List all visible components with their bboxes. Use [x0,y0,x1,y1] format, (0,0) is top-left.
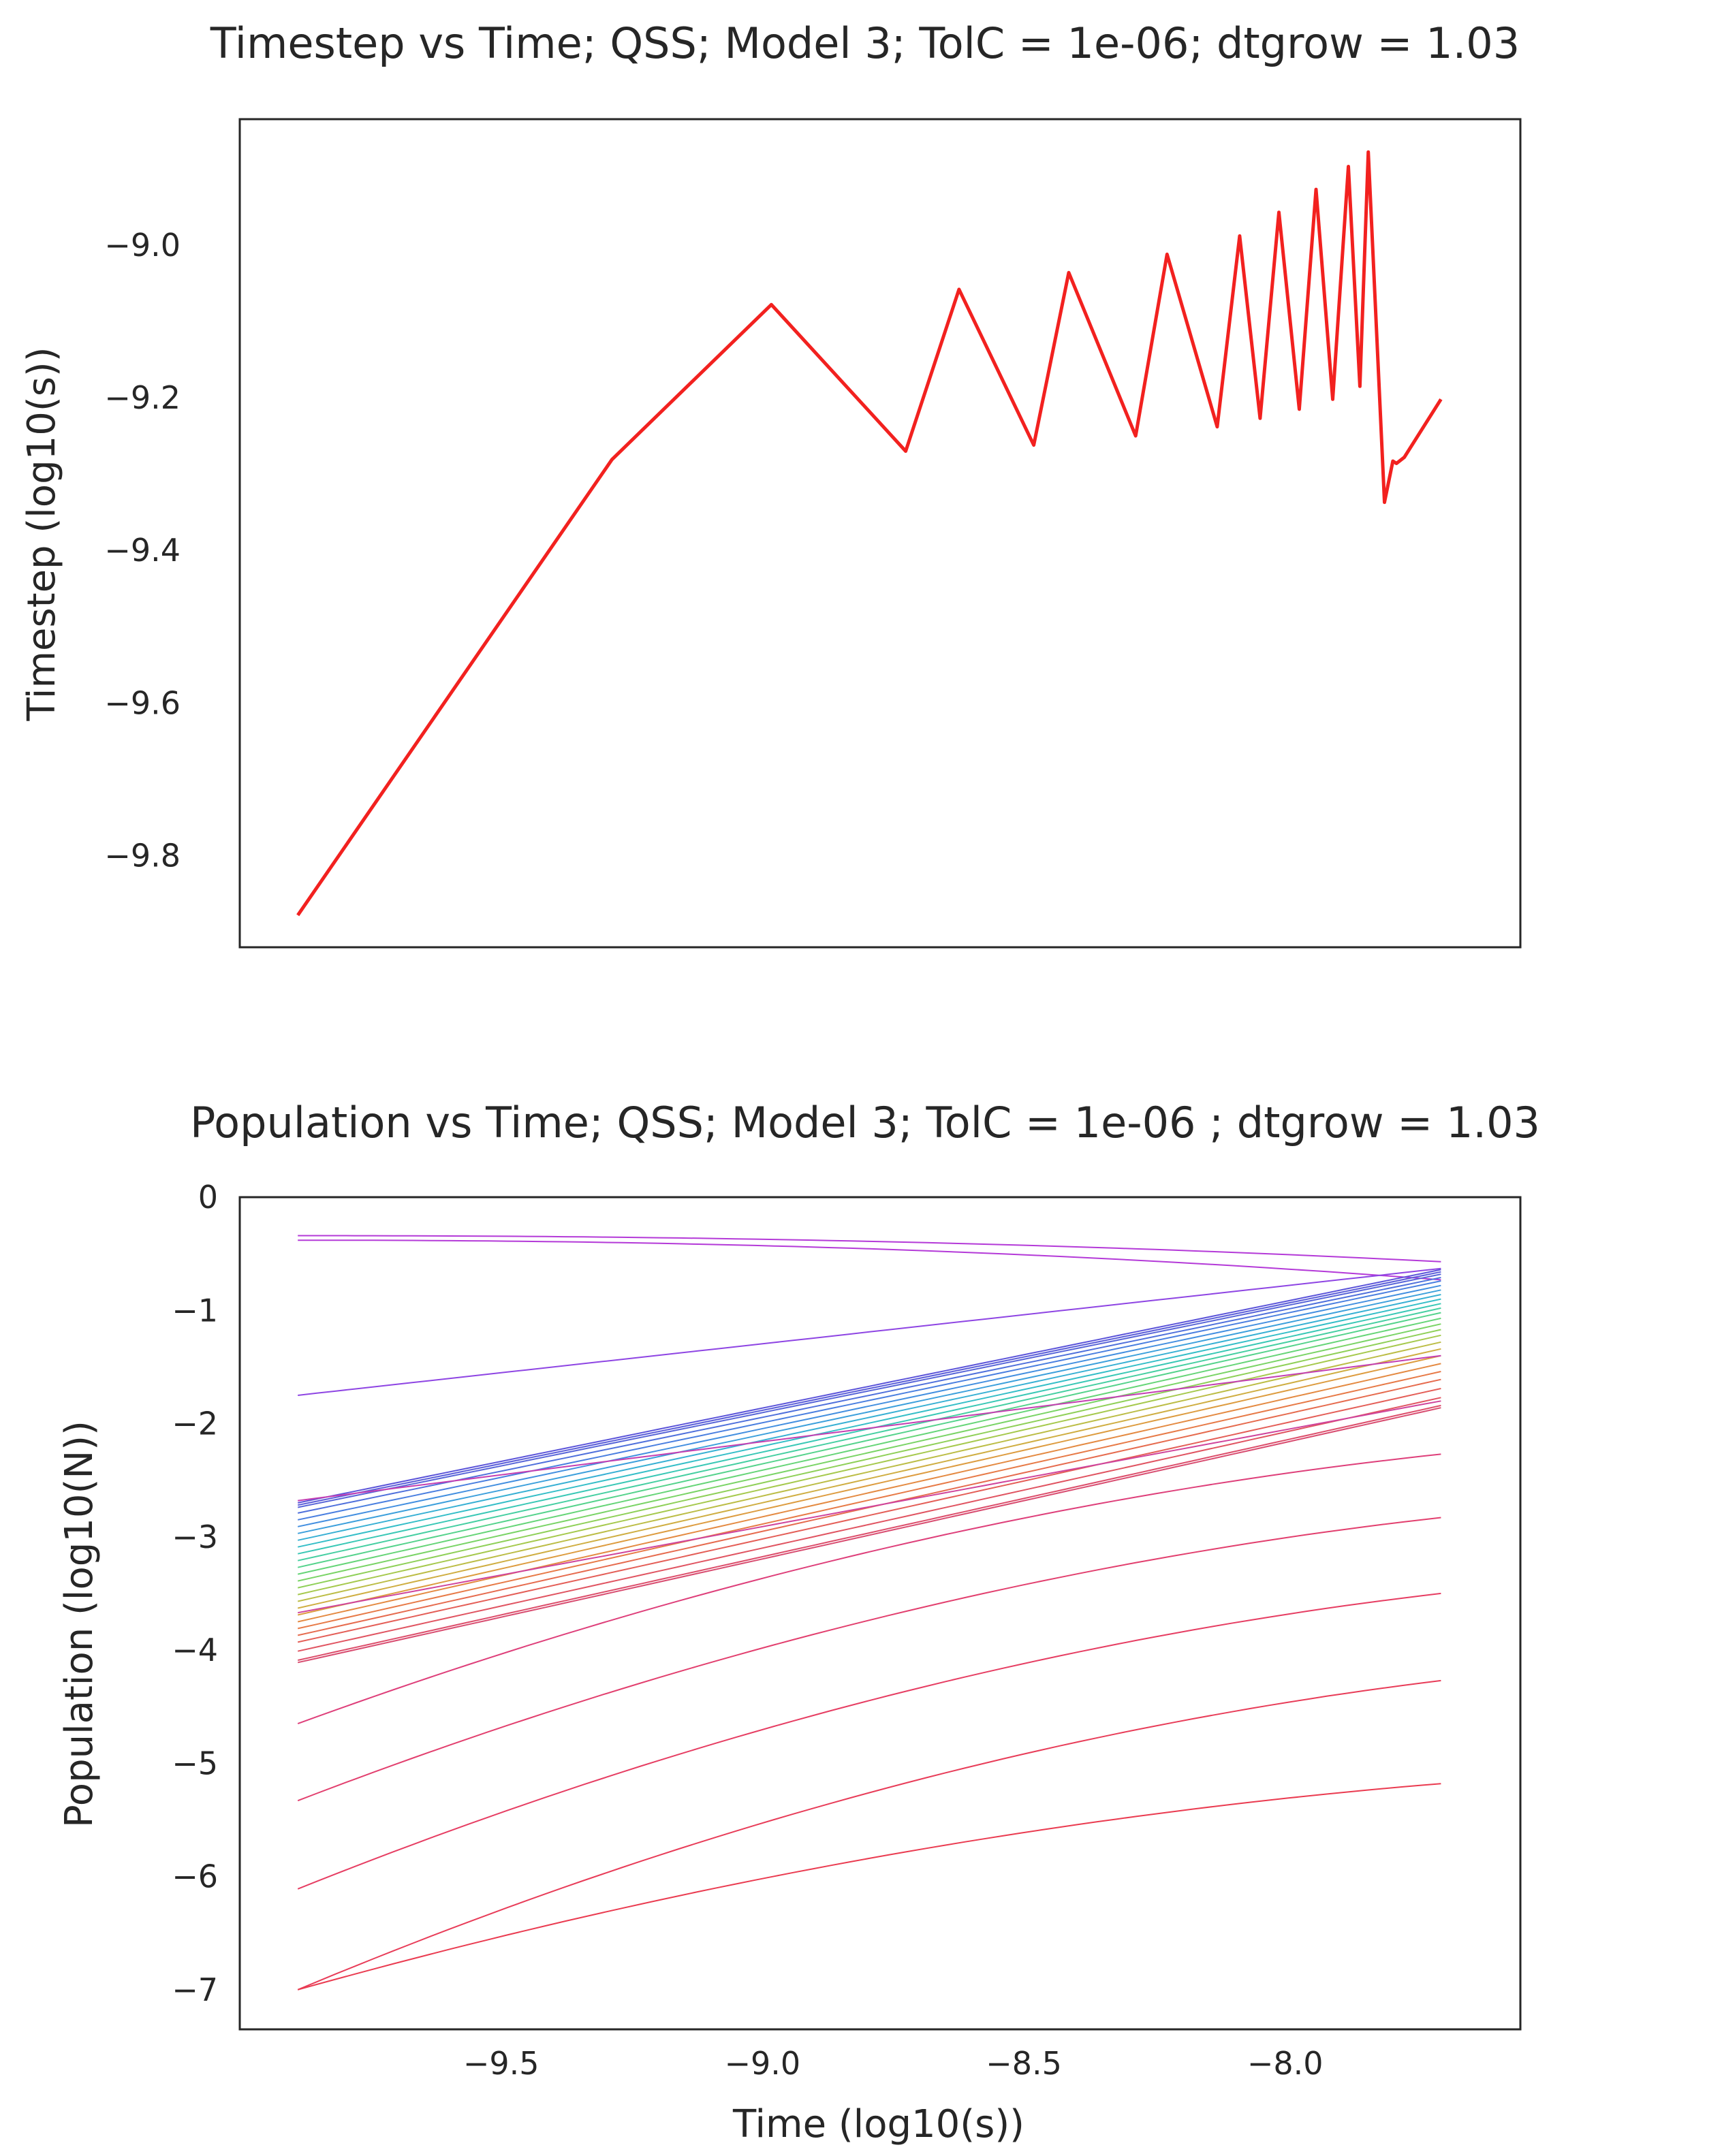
population-chart-xticks: −9.5 −9.0 −8.5 −8.0 [463,2045,1324,2082]
timestep-chart-series [296,150,1443,917]
population-line [297,1329,1441,1589]
xtick-label: −9.5 [463,2045,539,2082]
population-line [297,1397,1441,1652]
population-line [298,1354,1441,1502]
ytick-label: 0 [198,1179,218,1216]
population-chart-ylabel: Population (log10(N)) [57,1421,101,1828]
population-line [297,1371,1441,1630]
population-line [297,1679,1441,1991]
ytick-label: −5 [172,1745,218,1781]
population-line [297,1783,1441,1991]
ytick-label: −4 [172,1632,218,1668]
population-line [297,1323,1441,1582]
population-line [297,1592,1441,1890]
ytick-label: −9.4 [104,532,181,569]
xtick-label: −9.0 [724,2045,800,2082]
ytick-label: −9.6 [104,684,181,721]
ytick-label: −3 [172,1519,218,1555]
population-line [298,1239,1441,1281]
population-line [297,1284,1441,1527]
population-line [297,1354,1441,1616]
population-line [297,1277,1441,1514]
population-line [297,1341,1441,1602]
timestep-chart-yticks: −9.8 −9.6 −9.4 −9.2 −9.0 [104,227,181,874]
population-line [297,1273,1441,1508]
population-line [298,1400,1441,1614]
ytick-label: −9.8 [104,838,181,874]
population-line [298,1267,1441,1396]
population-line [297,1363,1441,1623]
timestep-line [296,150,1443,917]
timestep-chart-title: Timestep vs Time; QSS; Model 3; TolC = 1… [210,18,1520,68]
population-line [297,1294,1441,1541]
population-chart: Population vs Time; QSS; Model 3; TolC =… [57,1098,1540,2146]
population-chart-yticks: −7 −6 −5 −4 −3 −2 −1 0 [172,1179,218,2008]
ytick-label: −1 [172,1292,218,1329]
population-chart-title: Population vs Time; QSS; Model 3; TolC =… [190,1098,1540,1147]
population-line [297,1289,1441,1534]
ytick-label: −7 [172,1971,218,2008]
population-line [297,1388,1441,1643]
xtick-label: −8.0 [1247,2045,1324,2082]
ytick-label: −9.0 [104,227,181,264]
population-line [297,1453,1441,1725]
population-line [297,1269,1441,1504]
population-line [297,1404,1441,1661]
population-line [297,1407,1441,1664]
population-line [298,1235,1441,1263]
timestep-chart-ylabel: Timestep (log10(s)) [20,347,64,721]
timestep-chart: Timestep vs Time; QSS; Model 3; TolC = 1… [20,18,1522,949]
population-line [297,1317,1441,1575]
population-line [297,1280,1441,1521]
population-line [297,1271,1441,1506]
population-line [297,1348,1441,1609]
population-line [297,1517,1441,1802]
population-line [297,1307,1441,1561]
population-line [297,1312,1441,1568]
population-chart-series [297,1235,1441,1991]
population-chart-frame [238,1196,1522,2031]
ytick-label: −6 [172,1858,218,1895]
population-line [297,1334,1441,1596]
population-line [297,1298,1441,1548]
ytick-label: −2 [172,1406,218,1442]
population-chart-xlabel: Time (log10(s)) [732,2102,1024,2146]
xtick-label: −8.5 [986,2045,1062,2082]
ytick-label: −9.2 [104,379,181,416]
timestep-chart-frame [238,118,1522,949]
